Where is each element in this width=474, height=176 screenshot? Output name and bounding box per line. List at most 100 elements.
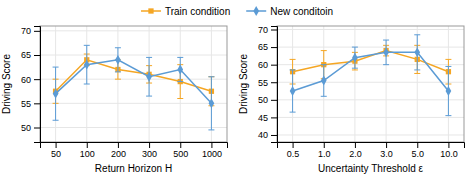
tick-mark (180, 142, 181, 148)
tick-mark (386, 142, 387, 148)
tick-label: 100 (80, 149, 95, 159)
tick: 300 (142, 142, 157, 159)
tick-label: 0.5 (287, 149, 300, 159)
grid-line (277, 134, 464, 135)
tick-mark (417, 142, 418, 148)
marker (177, 65, 183, 75)
tick: 10.0 (440, 142, 458, 159)
tick-label: 70 (258, 25, 268, 35)
tick-mark (355, 142, 356, 148)
grid-line (277, 82, 464, 83)
y-axis: 40455055606570 (258, 25, 278, 143)
tick: 2.0 (349, 142, 362, 159)
marker (321, 76, 327, 86)
tick: 70 (258, 25, 277, 35)
tick-label: 60 (258, 60, 268, 70)
legend-marker (253, 6, 259, 16)
error-bar (53, 67, 59, 120)
tick-label: 1.0 (318, 149, 331, 159)
tick: 60 (258, 60, 277, 70)
plot-frame (40, 26, 227, 142)
tick-mark (448, 142, 449, 148)
x-axis: 50 100 200 300 500 1000 (41, 142, 228, 159)
line (56, 60, 212, 91)
tick-label: 50 (258, 95, 268, 105)
tick-label: 70 (21, 26, 31, 36)
grid-line (40, 103, 227, 104)
legend-label: Train condition (165, 6, 230, 17)
tick-label: 65 (21, 50, 31, 60)
tick: 1000 (202, 142, 222, 159)
grid-line (40, 55, 227, 56)
legend-label: New conditoin (270, 6, 333, 17)
error-bar (352, 47, 358, 68)
x-axis-title: Uncertainty Threshold ε (318, 163, 423, 174)
tick-mark (149, 142, 150, 148)
line (293, 52, 449, 91)
grid-line (277, 64, 464, 65)
panel: 0.51.02.03.05.010.040455055606570Uncerta… (238, 25, 465, 174)
tick-label: 50 (51, 149, 61, 159)
x-axis: 0.5 1.0 2.0 3.0 5.0 10.0 (278, 142, 465, 159)
grid (40, 26, 227, 142)
tick: 65 (21, 50, 40, 60)
axis-line (34, 27, 41, 143)
tick: 5.0 (411, 142, 424, 159)
error-bar (84, 45, 90, 84)
error-bar (115, 48, 121, 72)
tick-mark (34, 128, 40, 129)
tick-mark (293, 142, 294, 148)
tick-mark (324, 142, 325, 148)
tick: 50 (21, 123, 40, 133)
marker (383, 47, 389, 57)
tick: 50 (258, 95, 277, 105)
tick-mark (271, 117, 277, 118)
tick: 0.5 (287, 142, 300, 159)
tick-mark (271, 100, 277, 101)
marker (414, 47, 420, 57)
tick-label: 5.0 (411, 149, 424, 159)
tick-label: 2.0 (349, 149, 362, 159)
grid-line (40, 30, 227, 31)
grid-line (354, 26, 355, 142)
tick: 60 (21, 75, 40, 85)
panel: 5010020030050010005055606570Return Horiz… (1, 26, 228, 174)
tick-label: 65 (258, 42, 268, 52)
error-bar (177, 57, 183, 81)
legend-item: Train condition (141, 6, 230, 17)
tick: 55 (21, 99, 40, 109)
y-axis-title: Driving Score (238, 54, 249, 114)
tick-label: 3.0 (380, 149, 393, 159)
tick-mark (87, 142, 88, 148)
tick-label: 40 (258, 130, 268, 140)
grid-line (277, 29, 464, 30)
legend: Train condition New conditoin (141, 6, 333, 17)
tick-mark (271, 30, 277, 31)
tick-label: 50 (21, 123, 31, 133)
grid-line (277, 47, 464, 48)
tick-mark (271, 135, 277, 136)
tick-mark (118, 142, 119, 148)
tick-label: 10.0 (440, 149, 458, 159)
tick: 200 (111, 142, 126, 159)
marker (53, 89, 59, 99)
marker (446, 86, 452, 96)
tick-label: 500 (173, 149, 188, 159)
tick: 55 (258, 78, 277, 88)
series (53, 54, 215, 106)
series (290, 35, 452, 116)
grid (277, 26, 464, 142)
plot-frame (277, 26, 464, 142)
tick: 65 (258, 42, 277, 52)
error-bar (414, 35, 420, 70)
tick-mark (211, 142, 212, 148)
tick-mark (34, 31, 40, 32)
tick: 1.0 (318, 142, 331, 159)
grid-line (277, 117, 464, 118)
tick: 40 (258, 130, 277, 140)
marker (352, 53, 358, 63)
marker (84, 60, 90, 70)
y-axis: 50 55 60 65 70 (21, 26, 41, 142)
axis-line (41, 143, 228, 149)
error-bar (321, 65, 327, 97)
